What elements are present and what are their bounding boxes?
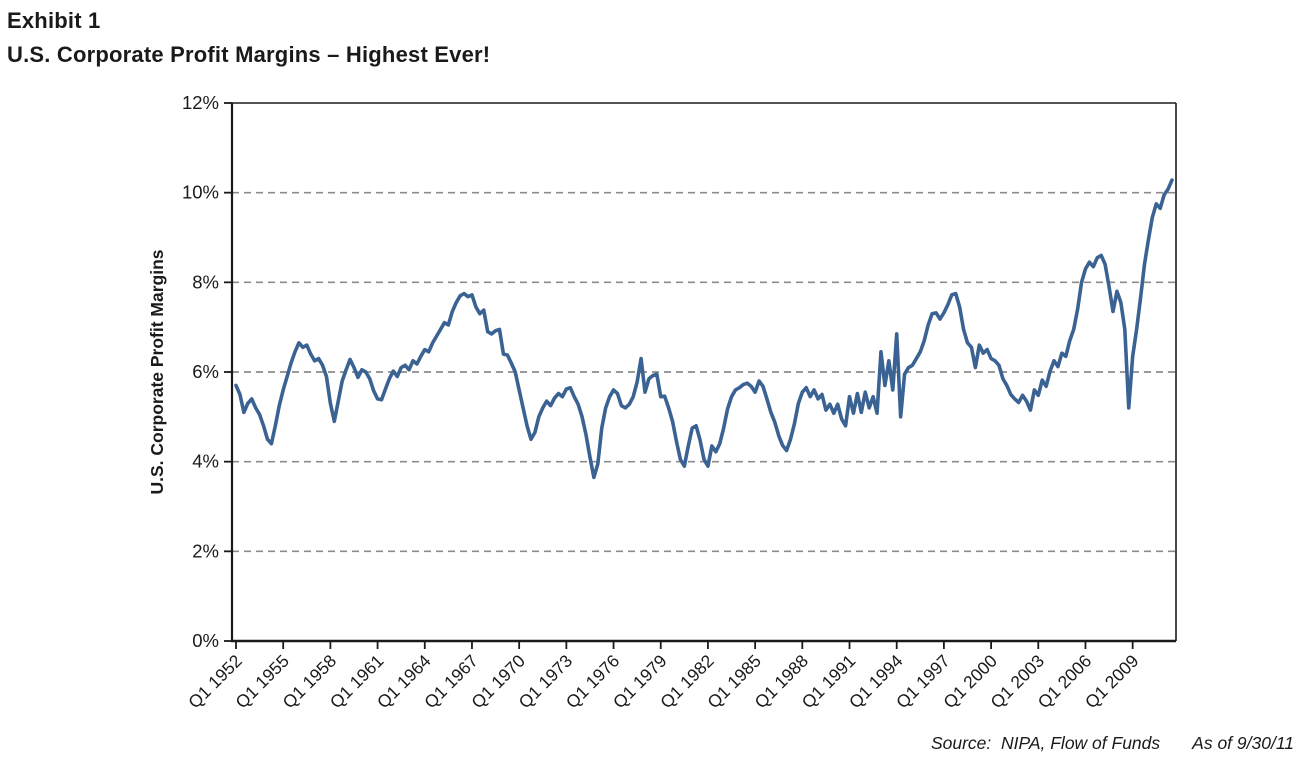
y-tick-label-10pct: 10%	[182, 182, 219, 203]
profit-margin-series-line	[234, 178, 1174, 480]
y-tick-label-12pct: 12%	[182, 92, 219, 113]
y-tick-label-0pct: 0%	[192, 630, 219, 651]
y-tick-label-8pct: 8%	[192, 271, 219, 292]
y-tick-label-2pct: 2%	[192, 540, 219, 561]
chart-title: U.S. Corporate Profit Margins – Highest …	[7, 42, 491, 67]
as-of-label: As of 9/30/11	[1192, 733, 1294, 753]
y-tick-label-6pct: 6%	[192, 361, 219, 382]
exhibit-label: Exhibit 1	[7, 8, 101, 33]
y-tick-label-4pct: 4%	[192, 451, 219, 472]
source-line: Source: NIPA, Flow of Funds As of 9/30/11	[931, 733, 1294, 754]
y-axis-title: U.S. Corporate Profit Margins	[147, 249, 167, 494]
source-label: Source: NIPA, Flow of Funds	[930, 733, 1161, 753]
